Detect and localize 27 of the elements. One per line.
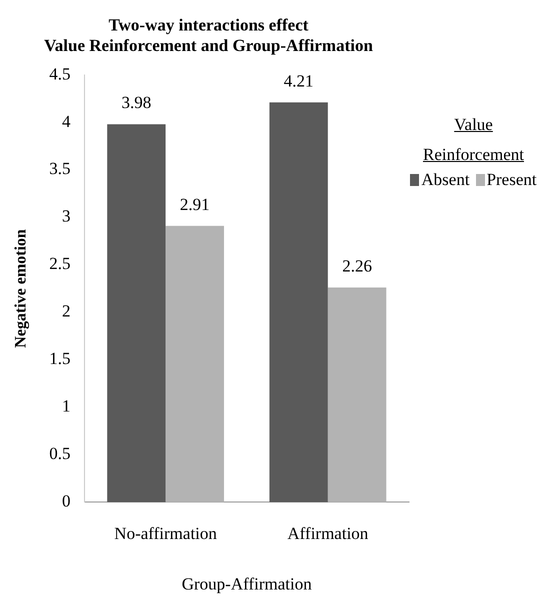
y-tick-label: 3.5 xyxy=(49,159,70,178)
legend-label: Present xyxy=(486,170,537,190)
data-label: 2.26 xyxy=(342,256,372,276)
legend-label: Absent xyxy=(421,170,470,190)
x-axis-title: Group-Affirmation xyxy=(182,574,312,594)
y-tick-label: 0.5 xyxy=(49,444,70,464)
y-tick-label: 1.5 xyxy=(49,349,70,368)
data-label: 4.21 xyxy=(284,71,314,90)
y-tick-label: 2 xyxy=(62,302,70,321)
y-tick-label: 0 xyxy=(62,492,70,511)
data-label: 3.98 xyxy=(122,93,152,112)
legend-title: Value Reinforcement xyxy=(422,114,525,166)
chart-title: Two-way interactions effect xyxy=(108,16,309,35)
y-tick-label: 4.5 xyxy=(49,64,70,84)
y-tick-label: 2.5 xyxy=(49,254,70,274)
y-axis-title: Negative emotion xyxy=(12,229,30,348)
bar xyxy=(166,226,224,502)
x-tick-label: Affirmation xyxy=(287,524,369,543)
y-tick-label: 4 xyxy=(62,112,71,131)
data-label: 2.91 xyxy=(180,194,210,214)
y-tick-label: 3 xyxy=(62,206,70,226)
x-tick-label: No-affirmation xyxy=(114,524,218,543)
chart-subtitle: Value Reinforcement and Group-Affirmation xyxy=(44,36,374,55)
bar xyxy=(107,124,166,502)
bar xyxy=(328,288,386,502)
y-tick-label: 1 xyxy=(62,396,70,416)
bar xyxy=(269,102,328,502)
